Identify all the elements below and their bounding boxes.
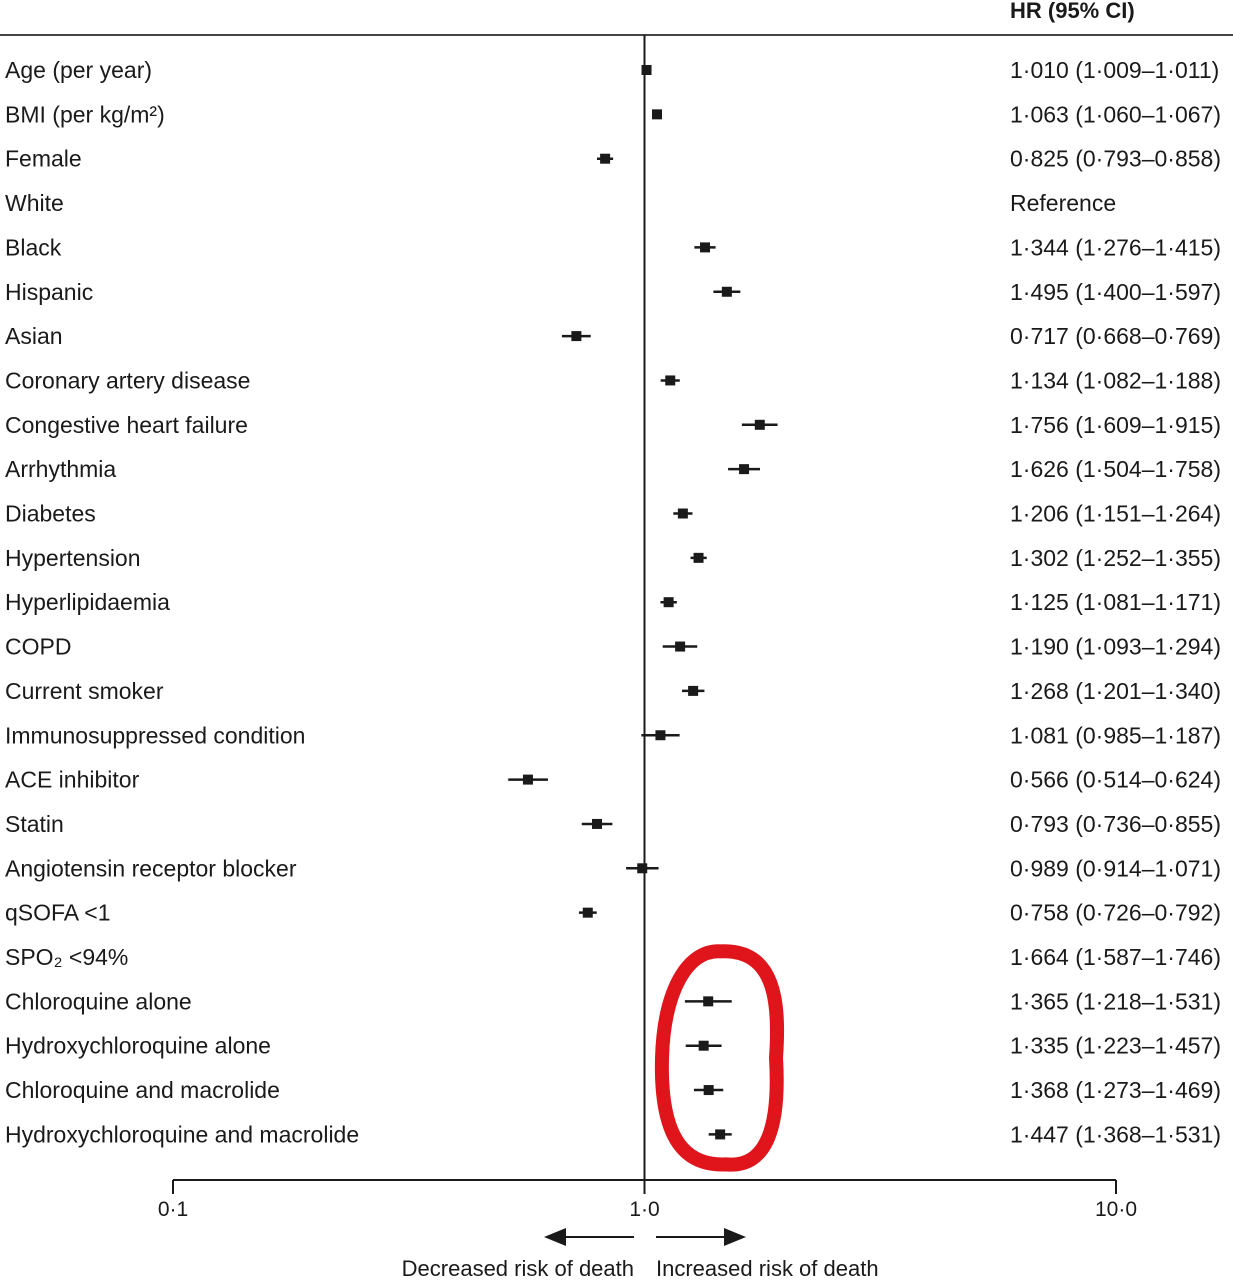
row-value-text: 1·063 (1·060–1·067) (1010, 101, 1221, 127)
point-estimate (522, 774, 533, 785)
row-value-text: 1·626 (1·504–1·758) (1010, 456, 1221, 482)
row-value-text: 1·125 (1·081–1·171) (1010, 589, 1221, 615)
row-label: Female (5, 146, 82, 172)
x-axis-tick-label: 0·1 (158, 1198, 188, 1221)
point-estimate (592, 818, 603, 829)
point-estimate (655, 730, 666, 741)
row-value-text: 1·664 (1·587–1·746) (1010, 944, 1221, 970)
row-value-text: 1·268 (1·201–1·340) (1010, 678, 1221, 704)
point-estimate (637, 863, 648, 874)
row-label: Current smoker (5, 678, 164, 704)
row-label: Congestive heart failure (5, 412, 248, 438)
point-estimate (641, 65, 652, 75)
point-estimate (675, 641, 686, 652)
point-estimate (739, 464, 750, 475)
point-estimate (754, 419, 765, 430)
row-label: Hydroxychloroquine and macrolide (5, 1121, 359, 1147)
point-estimate (582, 907, 593, 918)
point-estimate (663, 597, 674, 608)
row-value-text: 1·081 (0·985–1·187) (1010, 722, 1221, 748)
row-value-text: 1·134 (1·082–1·188) (1010, 367, 1221, 393)
row-label: Chloroquine and macrolide (5, 1077, 280, 1103)
row-value-text: 0·717 (0·668–0·769) (1010, 323, 1221, 349)
point-estimate (600, 153, 611, 164)
row-label: SPO₂ <94% (5, 944, 128, 970)
row-label: Coronary artery disease (5, 367, 250, 393)
row-value-text: Reference (1010, 190, 1116, 216)
row-value-text: 1·302 (1·252–1·355) (1010, 545, 1221, 571)
row-label: Angiotensin receptor blocker (5, 855, 297, 881)
row-value-text: 1·344 (1·276–1·415) (1010, 234, 1221, 260)
row-label: Immunosuppressed condition (5, 722, 305, 748)
point-estimate (677, 508, 688, 519)
row-label: Diabetes (5, 501, 96, 527)
point-estimate (693, 552, 704, 563)
row-label: White (5, 190, 64, 216)
row-label: Statin (5, 811, 64, 837)
row-value-text: 1·365 (1·218–1·531) (1010, 988, 1221, 1014)
row-value-text: 0·566 (0·514–0·624) (1010, 767, 1221, 793)
row-value-text: 1·010 (1·009–1·011) (1010, 57, 1219, 83)
right-arrowhead-icon (724, 1228, 746, 1246)
point-estimate (698, 1040, 709, 1051)
row-label: Hypertension (5, 545, 141, 571)
row-label: Hydroxychloroquine alone (5, 1033, 271, 1059)
point-estimate (571, 331, 582, 342)
point-estimate (703, 996, 714, 1007)
row-value-text: 0·793 (0·736–0·855) (1010, 811, 1221, 837)
row-value-text: 0·989 (0·914–1·071) (1010, 855, 1221, 881)
row-label: BMI (per kg/m²) (5, 101, 165, 127)
row-label: Chloroquine alone (5, 988, 192, 1014)
row-value-text: 1·495 (1·400–1·597) (1010, 279, 1221, 305)
row-label: Hispanic (5, 279, 93, 305)
row-value-text: 1·190 (1·093–1·294) (1010, 634, 1221, 660)
point-estimate (721, 286, 732, 297)
row-value-text: 1·206 (1·151–1·264) (1010, 501, 1221, 527)
row-value-text: 1·447 (1·368–1·531) (1010, 1121, 1221, 1147)
point-estimate (688, 685, 699, 696)
row-value-text: 1·368 (1·273–1·469) (1010, 1077, 1221, 1103)
row-value-text: 1·756 (1·609–1·915) (1010, 412, 1221, 438)
row-value-text: 0·825 (0·793–0·858) (1010, 146, 1221, 172)
point-estimate (715, 1129, 726, 1140)
x-axis-tick-label: 1·0 (629, 1198, 659, 1221)
row-label: Asian (5, 323, 63, 349)
increased-risk-label: Increased risk of death (656, 1256, 879, 1280)
row-label: Black (5, 234, 62, 260)
decreased-risk-label: Decreased risk of death (402, 1256, 634, 1280)
value-column-header: HR (95% CI) (1010, 0, 1135, 23)
row-label: ACE inhibitor (5, 767, 140, 793)
point-estimate (700, 242, 711, 253)
point-estimate (665, 375, 676, 386)
highlight-oval (654, 944, 785, 1172)
x-axis-tick-label: 10·0 (1095, 1198, 1137, 1221)
left-arrowhead-icon (544, 1228, 566, 1246)
row-value-text: 0·758 (0·726–0·792) (1010, 900, 1221, 926)
point-estimate (652, 109, 663, 120)
row-label: COPD (5, 634, 71, 660)
row-label: Hyperlipidaemia (5, 589, 170, 615)
point-estimate (703, 1085, 714, 1096)
row-label: Age (per year) (5, 57, 152, 83)
row-label: qSOFA <1 (5, 900, 111, 926)
row-value-text: 1·335 (1·223–1·457) (1010, 1033, 1221, 1059)
row-label: Arrhythmia (5, 456, 116, 482)
